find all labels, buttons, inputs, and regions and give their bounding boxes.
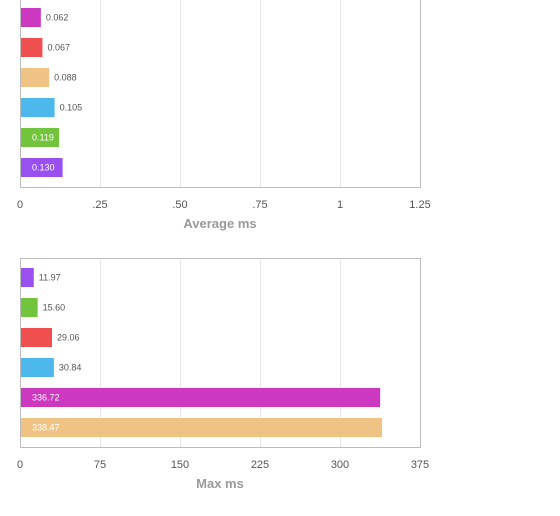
tick-label: 300 <box>331 459 349 471</box>
bar <box>21 68 50 87</box>
bar <box>21 8 41 27</box>
data-label: 11.97 <box>39 273 61 283</box>
x-axis-title: Average ms <box>183 216 256 231</box>
bar <box>21 328 52 347</box>
data-label: 15.60 <box>43 303 66 313</box>
data-label: 0.130 <box>32 163 55 173</box>
bar <box>21 418 383 437</box>
plot-frame <box>20 258 421 448</box>
bar <box>21 158 63 177</box>
tick-label: 0 <box>17 199 23 211</box>
plot-frame <box>20 0 421 188</box>
tick-label: 0 <box>17 459 23 471</box>
bar <box>21 38 43 57</box>
tick-label: 150 <box>171 459 189 471</box>
data-label: 29.06 <box>57 333 80 343</box>
data-label: 0.105 <box>60 103 83 113</box>
tick-label: 225 <box>251 459 269 471</box>
data-label: 0.067 <box>47 43 70 53</box>
data-label: 30.84 <box>59 363 82 373</box>
tick-label: 1.25 <box>409 199 430 211</box>
bar <box>21 298 38 317</box>
bar <box>21 128 60 147</box>
tick-label: .75 <box>252 199 267 211</box>
bar <box>21 358 54 377</box>
tick-label: 1 <box>337 199 343 211</box>
tick-label: 75 <box>94 459 106 471</box>
data-label: 0.119 <box>32 133 54 143</box>
tick-label: .25 <box>92 199 107 211</box>
data-label: 336.72 <box>32 393 60 403</box>
bar <box>21 268 34 287</box>
bar <box>21 98 55 117</box>
tick-label: .50 <box>172 199 187 211</box>
data-label: 0.088 <box>54 73 77 83</box>
tick-label: 375 <box>411 459 429 471</box>
data-label: 0.062 <box>46 13 69 23</box>
bar <box>21 388 381 407</box>
data-label: 338.47 <box>32 423 60 433</box>
x-axis-title: Max ms <box>196 476 244 491</box>
